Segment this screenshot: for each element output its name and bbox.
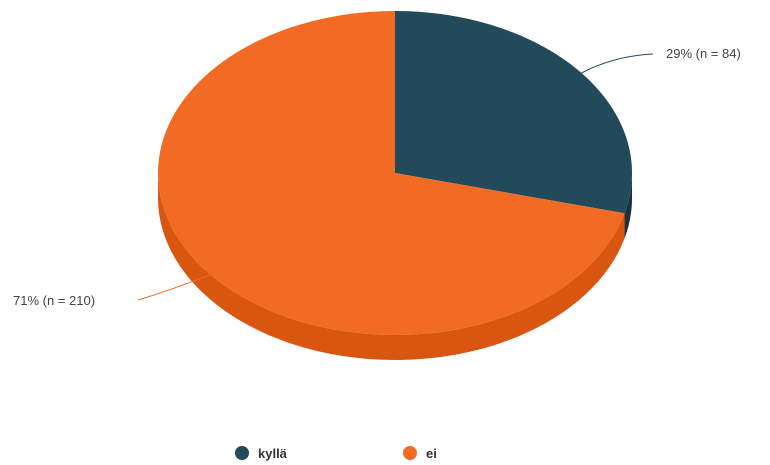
legend-item-kyllä[interactable]: kyllä bbox=[235, 443, 287, 463]
data-label-ei: 71% (n = 210) bbox=[13, 293, 95, 308]
pie-depth-layer bbox=[158, 173, 632, 360]
pie-slice-kyllä[interactable] bbox=[395, 11, 632, 214]
data-label-kyllä: 29% (n = 84) bbox=[666, 46, 741, 61]
pie-data-labels: 29% (n = 84) 71% (n = 210) bbox=[13, 46, 741, 308]
legend-item-ei[interactable]: ei bbox=[403, 443, 437, 463]
legend-label-kyllä: kyllä bbox=[258, 445, 287, 461]
legend-label-ei: ei bbox=[426, 445, 437, 461]
pie-top-layer bbox=[158, 11, 632, 335]
leader-line-ei bbox=[137, 273, 212, 301]
leader-line-kyllä bbox=[578, 53, 654, 76]
chart-legend: kyllä ei bbox=[0, 443, 770, 463]
legend-swatch-ei bbox=[403, 446, 417, 460]
pie-side-ei bbox=[158, 173, 625, 360]
legend-swatch-kyllä bbox=[235, 446, 249, 460]
pie-side-kyllä bbox=[624, 173, 632, 239]
pie-slice-ei[interactable] bbox=[158, 11, 625, 335]
